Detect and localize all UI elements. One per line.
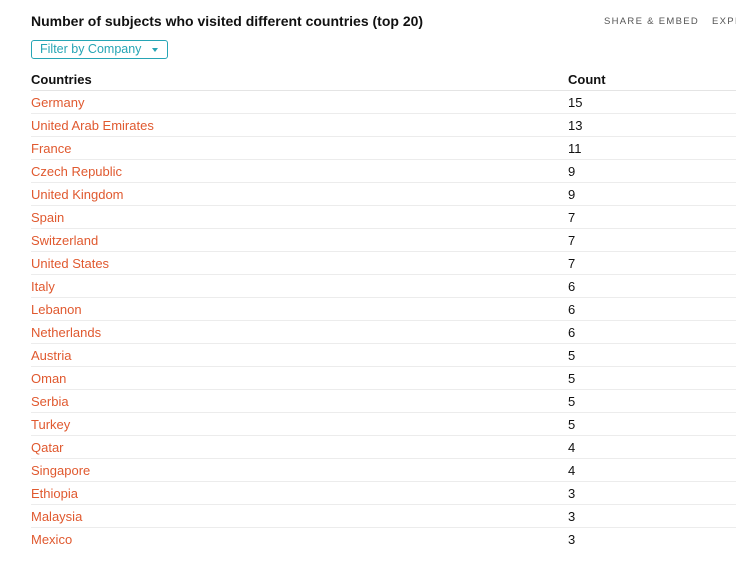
table-row: Singapore 4 xyxy=(31,458,736,482)
table-row: Malaysia 3 xyxy=(31,504,736,528)
header: Number of subjects who visited different… xyxy=(31,13,736,33)
table-row: United Kingdom 9 xyxy=(31,182,736,206)
country-link[interactable]: Austria xyxy=(31,343,568,367)
country-link[interactable]: Netherlands xyxy=(31,320,568,344)
count-cell: 7 xyxy=(568,205,736,229)
table-row: Turkey 5 xyxy=(31,412,736,436)
share-embed-link[interactable]: SHARE & EMBED xyxy=(604,16,700,27)
country-link[interactable]: Ethiopia xyxy=(31,481,568,505)
count-cell: 15 xyxy=(568,90,736,114)
country-link[interactable]: Oman xyxy=(31,366,568,390)
country-link[interactable]: Spain xyxy=(31,205,568,229)
count-cell: 5 xyxy=(568,412,736,436)
count-cell: 9 xyxy=(568,159,736,183)
column-header-countries: Countries xyxy=(31,68,568,91)
count-cell: 11 xyxy=(568,136,736,160)
count-cell: 4 xyxy=(568,458,736,482)
filter-label: Filter by Company xyxy=(40,42,142,56)
count-cell: 5 xyxy=(568,366,736,390)
country-link[interactable]: Serbia xyxy=(31,389,568,413)
table-row: Austria 5 xyxy=(31,343,736,367)
explore-link[interactable]: EXPLO xyxy=(712,16,736,27)
table-row: Switzerland 7 xyxy=(31,228,736,252)
country-link[interactable]: United Kingdom xyxy=(31,182,568,206)
table-row: Spain 7 xyxy=(31,205,736,229)
count-cell: 7 xyxy=(568,228,736,252)
table-row: Ethiopia 3 xyxy=(31,481,736,505)
page-title: Number of subjects who visited different… xyxy=(31,13,424,29)
count-cell: 6 xyxy=(568,297,736,321)
count-cell: 5 xyxy=(568,389,736,413)
table-row: Netherlands 6 xyxy=(31,320,736,344)
country-link[interactable]: Lebanon xyxy=(31,297,568,321)
table-row: Qatar 4 xyxy=(31,435,736,459)
caret-down-icon xyxy=(152,48,158,52)
country-link[interactable]: Turkey xyxy=(31,412,568,436)
count-cell: 3 xyxy=(568,504,736,528)
country-link[interactable]: Qatar xyxy=(31,435,568,459)
table-row: United States 7 xyxy=(31,251,736,275)
table-row: Lebanon 6 xyxy=(31,297,736,321)
table-row: United Arab Emirates 13 xyxy=(31,113,736,137)
table-row: Mexico 3 xyxy=(31,528,736,551)
count-cell: 3 xyxy=(568,531,576,547)
filter-by-company-dropdown[interactable]: Filter by Company xyxy=(31,40,168,59)
country-link[interactable]: United Arab Emirates xyxy=(31,113,568,137)
country-link[interactable]: Switzerland xyxy=(31,228,568,252)
table-row: Germany 15 xyxy=(31,90,736,114)
table-row: Oman 5 xyxy=(31,366,736,390)
country-link[interactable]: Mexico xyxy=(31,531,73,547)
country-link[interactable]: Czech Republic xyxy=(31,159,568,183)
count-cell: 6 xyxy=(568,320,736,344)
count-cell: 4 xyxy=(568,435,736,459)
country-link[interactable]: Italy xyxy=(31,274,568,298)
countries-table: Countries Count Germany 15 United Arab Em… xyxy=(31,68,736,550)
table-header-row: Countries Count xyxy=(31,68,736,91)
count-cell: 6 xyxy=(568,274,736,298)
country-link[interactable]: Singapore xyxy=(31,458,568,482)
country-link[interactable]: Germany xyxy=(31,90,568,114)
country-link[interactable]: France xyxy=(31,136,568,160)
table-row: Czech Republic 9 xyxy=(31,159,736,183)
count-cell: 13 xyxy=(568,113,736,137)
table-row: Italy 6 xyxy=(31,274,736,298)
country-link[interactable]: Malaysia xyxy=(31,504,568,528)
country-link[interactable]: United States xyxy=(31,251,568,275)
table-row: France 11 xyxy=(31,136,736,160)
column-header-count: Count xyxy=(568,68,736,91)
count-cell: 9 xyxy=(568,182,736,206)
count-cell: 3 xyxy=(568,481,736,505)
count-cell: 5 xyxy=(568,343,736,367)
count-cell: 7 xyxy=(568,251,736,275)
table-row: Serbia 5 xyxy=(31,389,736,413)
header-actions: SHARE & EMBED EXPLO xyxy=(604,16,736,27)
